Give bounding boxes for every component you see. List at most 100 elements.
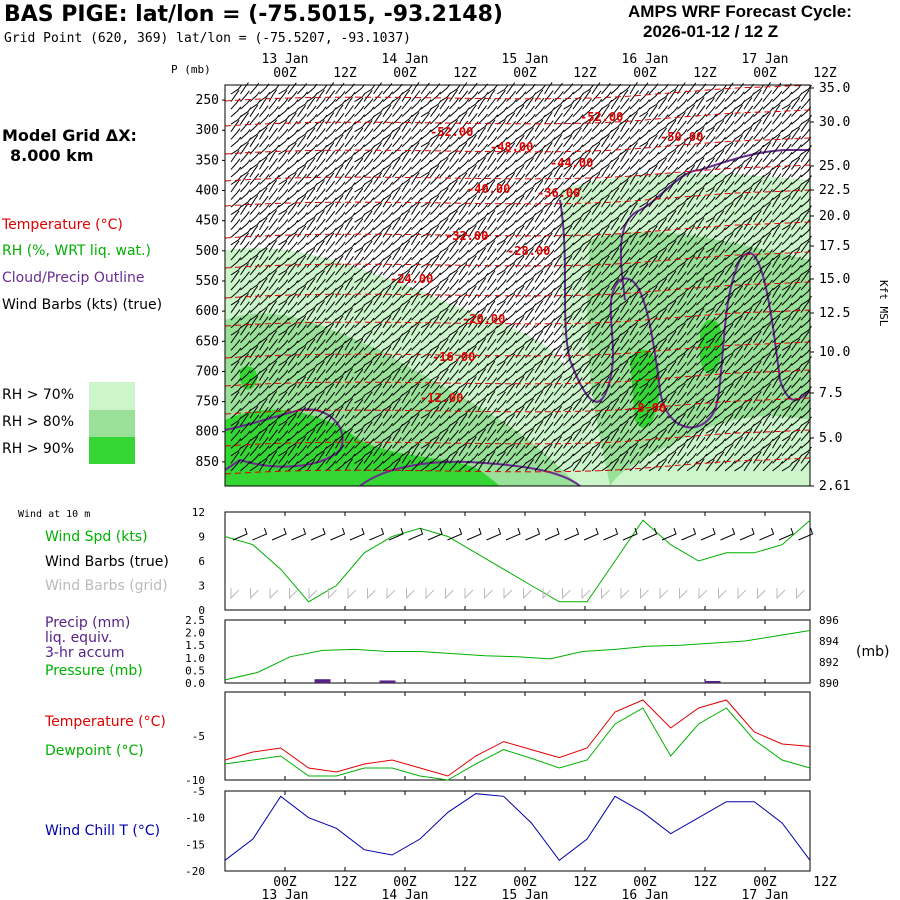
wind-barb <box>449 180 458 193</box>
wind-barb <box>629 167 641 178</box>
wind-barb <box>658 218 667 230</box>
wind-barb <box>781 212 793 223</box>
wind-barb <box>705 136 716 148</box>
wind-barb <box>249 225 259 238</box>
wind-barb <box>373 189 384 200</box>
wind-barb <box>268 385 280 396</box>
wind-barb <box>667 240 677 253</box>
wind-barb <box>525 83 536 95</box>
wind-barb <box>705 454 718 464</box>
wind-barb <box>230 386 242 396</box>
wind-barb <box>534 451 544 464</box>
wind-barb <box>620 385 632 396</box>
wind-barb <box>525 113 536 125</box>
wind-barb <box>259 278 268 291</box>
wind-barb <box>278 416 290 427</box>
wind-barb <box>363 309 374 321</box>
grid-wind-barb <box>367 588 376 600</box>
wind-barb <box>468 151 479 163</box>
wind-barb <box>344 97 353 110</box>
wind-barb <box>753 386 765 396</box>
wind-barb <box>781 311 794 321</box>
wind-barb <box>648 311 660 321</box>
wind-barb <box>534 446 546 457</box>
wind-barb <box>667 248 678 261</box>
wind-barb <box>667 175 679 185</box>
wind-barb <box>715 347 726 359</box>
wind-barb <box>563 251 575 261</box>
wind-barb <box>392 174 403 185</box>
wind-barb <box>363 296 375 306</box>
wind-barb <box>743 92 755 103</box>
wind-barb <box>534 235 546 246</box>
wind-barb <box>734 242 745 253</box>
grid-wind-barb <box>230 588 240 600</box>
wind-barb <box>534 150 544 163</box>
wind-barb <box>316 325 328 336</box>
kft-tick-label: 15.0 <box>819 272 850 287</box>
wind-barb <box>344 286 354 298</box>
wind-barb <box>420 159 432 170</box>
wind-barb <box>430 234 441 246</box>
wind-barb <box>591 172 601 185</box>
wind-barb <box>278 266 290 276</box>
wind-barb <box>686 151 697 163</box>
wind-barb <box>639 228 651 238</box>
wind-barb <box>772 414 782 427</box>
wind-barb <box>582 416 594 427</box>
top-date-label: 14 Jan <box>382 52 429 67</box>
wind-barb <box>297 376 307 389</box>
wind-barb <box>344 436 354 449</box>
wind-barb <box>496 188 507 200</box>
wind-barb <box>297 316 307 328</box>
wind-barb <box>373 444 382 457</box>
wind-barb <box>791 316 801 329</box>
wind-barb <box>439 135 450 148</box>
wind-barb <box>487 421 496 434</box>
wind-barb <box>601 104 610 117</box>
wind-barb <box>781 354 792 366</box>
wind-barb <box>382 392 394 404</box>
wind-barb <box>610 398 620 411</box>
wind-barb <box>734 190 746 201</box>
wind-barb <box>658 308 667 321</box>
wind-barb <box>734 324 744 336</box>
wind-barb <box>696 127 705 140</box>
wind-barb <box>325 422 336 434</box>
wind-barb <box>715 98 726 110</box>
wind-barb <box>487 136 498 148</box>
wind-barb <box>420 414 430 426</box>
wind-barb <box>563 302 574 313</box>
wind-barb <box>553 104 562 117</box>
wind-barb <box>591 408 603 419</box>
wind-barb <box>259 385 270 396</box>
wind-barb <box>743 152 755 163</box>
wind-barb <box>382 315 392 328</box>
wind-barb <box>534 188 545 200</box>
wind-barb <box>515 285 525 298</box>
wind-barb <box>496 205 509 216</box>
wind-barb <box>230 331 240 344</box>
wind-barb <box>335 461 347 472</box>
wind-barb <box>496 175 509 185</box>
wind-barb <box>287 107 300 118</box>
wind-barb <box>297 461 309 472</box>
wind-barb <box>715 235 727 246</box>
grid-wind-barb <box>581 588 591 600</box>
wind-barb <box>230 416 242 427</box>
wind-barb <box>354 248 364 261</box>
wind-barb <box>240 233 249 246</box>
wind-barb <box>458 271 469 283</box>
wind-barb <box>382 444 393 457</box>
wind-barb <box>496 85 509 95</box>
wind-barb <box>240 400 251 411</box>
wind-barb <box>439 437 450 449</box>
wind-barb <box>354 385 365 396</box>
wind-barb <box>506 203 516 215</box>
wind-barb <box>449 145 461 155</box>
wind-barb <box>800 459 811 472</box>
wind-barb <box>382 354 393 366</box>
wind-barb <box>477 437 487 449</box>
wind-barb <box>610 278 620 291</box>
wind-barb <box>743 437 754 449</box>
